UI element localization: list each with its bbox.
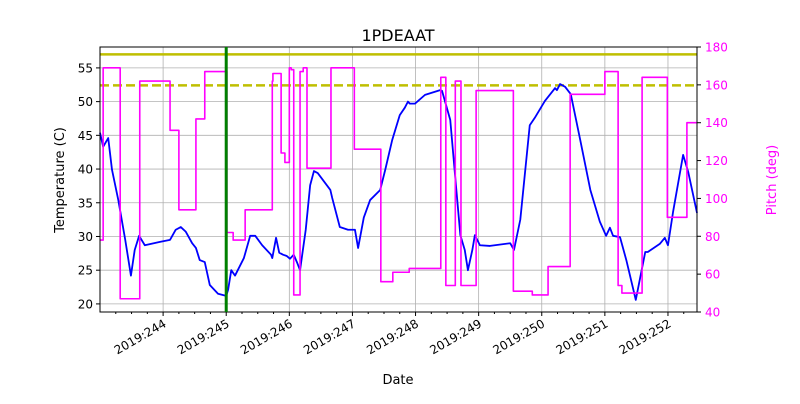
y-tick-label: 55 xyxy=(78,61,93,75)
y-tick-label: 35 xyxy=(78,196,93,210)
y-axis-label-left: Temperature (C) xyxy=(53,127,68,234)
y-right-tick-label: 100 xyxy=(705,192,728,206)
y-tick-label: 30 xyxy=(78,230,93,244)
pitch-series-line xyxy=(100,67,697,300)
y-right-tick-label: 140 xyxy=(705,116,728,130)
plot-frame xyxy=(99,46,698,313)
y-tick-label: 40 xyxy=(78,163,93,177)
y-right-tick-label: 60 xyxy=(705,268,720,282)
chart-title: 1PDEAAT xyxy=(361,26,434,45)
y-right-tick-label: 160 xyxy=(705,78,728,92)
y-tick-label: 45 xyxy=(78,129,93,143)
y-axis-label-right: Pitch (deg) xyxy=(765,145,780,215)
x-axis-label: Date xyxy=(382,373,413,388)
y-tick-label: 20 xyxy=(78,297,93,311)
y-right-tick-label: 80 xyxy=(705,230,720,244)
y-right-tick-label: 180 xyxy=(705,41,728,55)
y-right-tick-label: 120 xyxy=(705,154,728,168)
y-right-tick-label: 40 xyxy=(705,306,720,320)
y-tick-label: 25 xyxy=(78,264,93,278)
y-tick-label: 50 xyxy=(78,95,93,109)
series-group xyxy=(99,67,698,301)
reference-lines xyxy=(100,53,697,87)
temperature-series-line xyxy=(99,83,698,301)
